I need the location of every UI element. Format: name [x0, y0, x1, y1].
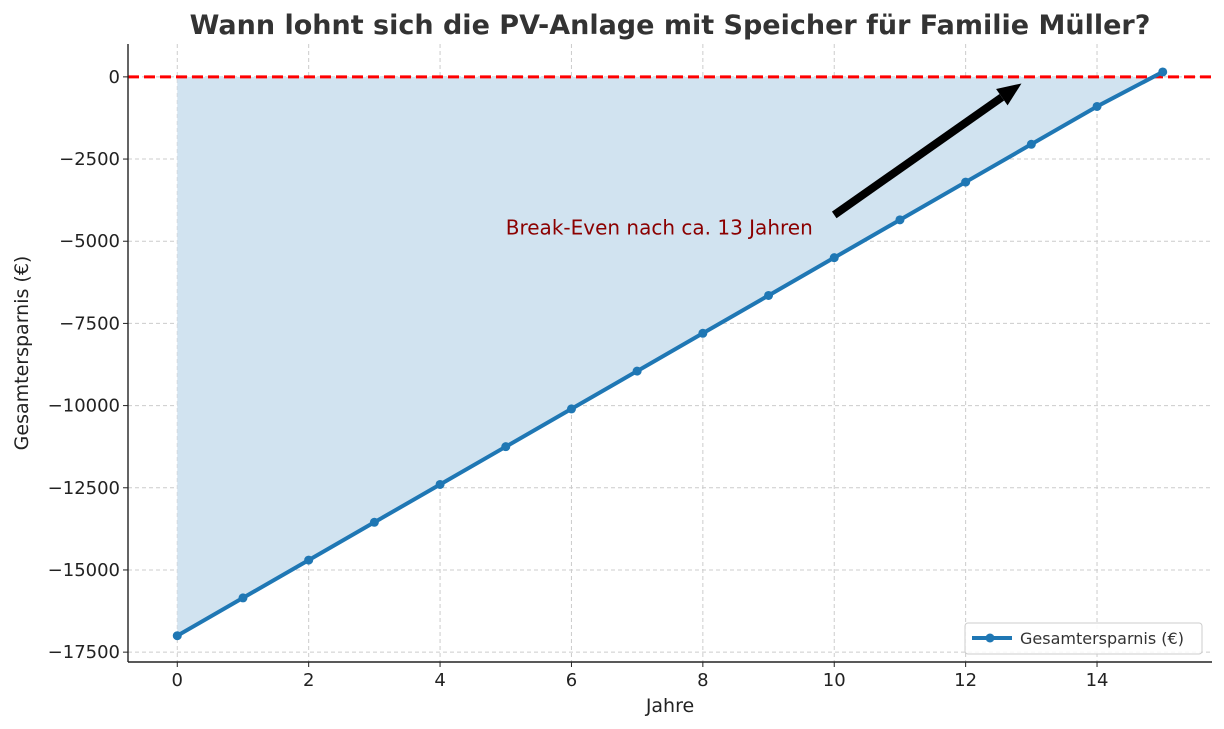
- y-axis-ticks: 0 −2500 −5000 −7500 −10000 −12500 −15000 −17500: [48, 67, 128, 663]
- y-tick-label: −15000: [48, 560, 120, 581]
- legend-marker-swatch: [985, 633, 995, 643]
- x-axis-label: Jahre: [645, 695, 694, 717]
- x-tick-label: 10: [823, 670, 846, 691]
- legend-label: Gesamtersparnis (€): [1020, 629, 1184, 648]
- x-axis-ticks: 0 2 4 6 8 10 12 14: [172, 662, 1109, 691]
- data-point: [435, 479, 445, 489]
- data-point: [829, 253, 839, 263]
- annotation-layer: Break-Even nach ca. 13 Jahren: [506, 83, 1022, 240]
- data-point: [304, 555, 314, 565]
- data-point: [1092, 101, 1102, 111]
- data-point: [566, 404, 576, 414]
- break-even-annotation: Break-Even nach ca. 13 Jahren: [506, 216, 813, 240]
- x-tick-label: 12: [954, 670, 977, 691]
- y-tick-label: −5000: [59, 231, 120, 252]
- legend: Gesamtersparnis (€): [964, 622, 1203, 655]
- y-tick-label: −2500: [59, 149, 120, 170]
- y-tick-label: −10000: [48, 396, 120, 417]
- annotation-arrow-shaft: [831, 93, 1005, 219]
- legend-box: [964, 622, 1203, 655]
- series-line: [176, 70, 1164, 638]
- x-tick-label: 8: [697, 670, 708, 691]
- data-point: [1158, 67, 1168, 77]
- data-point: [698, 328, 708, 338]
- savings-area-fill: [177, 71, 1163, 636]
- x-tick-label: 0: [172, 670, 183, 691]
- x-tick-label: 2: [303, 670, 314, 691]
- data-point: [1026, 139, 1036, 149]
- y-tick-label: 0: [109, 67, 120, 88]
- chart-title: Wann lohnt sich die PV-Anlage mit Speich…: [190, 10, 1151, 41]
- data-point: [172, 631, 182, 641]
- data-point: [238, 593, 248, 603]
- x-tick-label: 6: [566, 670, 577, 691]
- y-axis-label: Gesamtersparnis (€): [11, 256, 33, 451]
- y-tick-label: −12500: [48, 478, 120, 499]
- area-fill-layer: [177, 71, 1163, 636]
- data-point: [369, 517, 379, 527]
- data-point: [895, 215, 905, 225]
- data-point: [632, 366, 642, 376]
- data-point: [961, 177, 971, 187]
- series-layer: [172, 67, 1168, 641]
- y-tick-label: −7500: [59, 313, 120, 334]
- x-tick-label: 14: [1086, 670, 1109, 691]
- data-point: [764, 290, 774, 300]
- x-tick-label: 4: [434, 670, 445, 691]
- annotation-arrow-head: [996, 83, 1022, 106]
- y-tick-label: −17500: [48, 642, 120, 663]
- data-point: [501, 442, 511, 452]
